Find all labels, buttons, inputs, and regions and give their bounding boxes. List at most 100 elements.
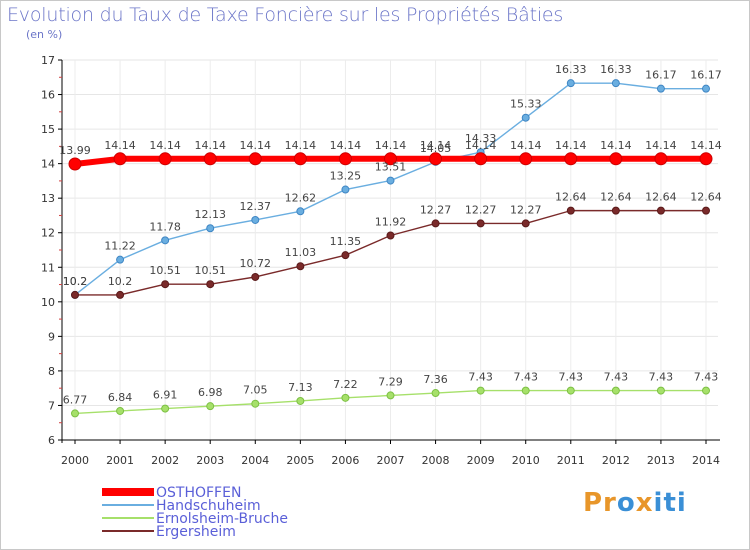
y-tick-label: 13 xyxy=(41,192,55,205)
chart-title: Evolution du Taux de Taxe Foncière sur l… xyxy=(7,4,564,26)
data-label: 11.22 xyxy=(104,240,136,253)
data-label: 7.43 xyxy=(513,371,538,384)
x-tick-label: 2005 xyxy=(286,454,314,467)
data-label: 7.29 xyxy=(378,375,403,388)
data-point xyxy=(293,152,307,166)
data-label: 12.27 xyxy=(510,203,542,216)
x-tick-label: 2011 xyxy=(557,454,585,467)
y-tick-label: 8 xyxy=(48,365,55,378)
data-point xyxy=(251,272,260,281)
data-point xyxy=(248,152,262,166)
y-tick-label: 12 xyxy=(41,227,55,240)
data-label: 7.43 xyxy=(694,371,719,384)
data-point xyxy=(702,386,710,395)
data-label: 12.37 xyxy=(240,200,272,213)
proxiti-logo: Proxiti xyxy=(583,488,687,518)
data-point xyxy=(386,176,395,185)
data-point xyxy=(566,206,575,215)
data-point xyxy=(654,152,668,166)
data-label: 14.14 xyxy=(465,139,497,152)
data-label: 14.14 xyxy=(375,139,407,152)
data-point xyxy=(564,152,578,166)
data-label: 14.14 xyxy=(555,139,587,152)
x-tick-label: 2004 xyxy=(241,454,269,467)
data-label: 11.92 xyxy=(375,215,407,228)
y-tick-label: 14 xyxy=(41,158,55,171)
legend-label-ergersheim: Ergersheim xyxy=(156,524,236,540)
data-point xyxy=(702,84,710,93)
data-point xyxy=(384,152,397,166)
data-label: 14.14 xyxy=(285,139,317,152)
data-point xyxy=(116,290,125,299)
data-point xyxy=(113,152,127,166)
data-point xyxy=(474,152,488,166)
data-label: 7.43 xyxy=(468,371,493,384)
y-tick-label: 7 xyxy=(48,399,55,412)
data-point xyxy=(161,280,170,289)
data-point xyxy=(206,402,215,411)
data-label: 14.14 xyxy=(510,139,542,152)
legend-label-handschuheim: Handschuheim xyxy=(156,498,261,514)
data-label: 11.03 xyxy=(285,246,317,259)
data-point xyxy=(386,231,395,240)
data-point xyxy=(656,386,665,395)
data-label: 10.51 xyxy=(149,264,181,277)
data-label: 14.14 xyxy=(600,139,632,152)
x-tick-label: 2001 xyxy=(106,454,134,467)
data-label: 10.2 xyxy=(63,275,88,288)
y-tick-label: 17 xyxy=(41,54,55,67)
data-point xyxy=(699,152,713,166)
x-tick-label: 2013 xyxy=(647,454,675,467)
y-tick-label: 11 xyxy=(41,261,55,274)
data-label: 16.17 xyxy=(690,69,722,82)
data-label: 10.51 xyxy=(194,264,226,277)
data-label: 12.27 xyxy=(465,203,497,216)
x-tick-label: 2010 xyxy=(512,454,540,467)
data-label: 13.51 xyxy=(375,161,407,174)
y-tick-label: 10 xyxy=(41,296,55,309)
data-label: 13.99 xyxy=(59,144,91,157)
data-label: 7.05 xyxy=(243,384,268,397)
data-label: 14.14 xyxy=(330,139,362,152)
data-label: 12.64 xyxy=(555,191,587,204)
data-label: 6.91 xyxy=(153,389,178,402)
data-point xyxy=(71,290,79,299)
data-label: 14.05 xyxy=(420,142,452,155)
data-label: 12.64 xyxy=(600,191,632,204)
data-point xyxy=(566,79,575,88)
data-label: 14.14 xyxy=(149,139,181,152)
data-point xyxy=(296,396,305,405)
unit-label: (en %) xyxy=(26,28,63,41)
data-label: 14.14 xyxy=(645,139,677,152)
data-label: 7.22 xyxy=(333,378,358,391)
data-label: 12.62 xyxy=(285,191,317,204)
data-point xyxy=(116,406,125,415)
data-point xyxy=(521,113,530,122)
x-tick-label: 2007 xyxy=(377,454,405,467)
data-label: 16.33 xyxy=(600,63,632,76)
data-label: 7.43 xyxy=(604,371,629,384)
data-point xyxy=(519,152,533,166)
data-point xyxy=(611,79,620,88)
x-tick-label: 2009 xyxy=(467,454,495,467)
data-point xyxy=(116,255,125,264)
y-tick-label: 15 xyxy=(41,123,55,136)
x-tick-label: 2012 xyxy=(602,454,630,467)
data-point xyxy=(341,393,350,402)
y-tick-label: 6 xyxy=(48,434,55,447)
data-label: 12.27 xyxy=(420,203,452,216)
data-point xyxy=(429,152,443,166)
data-point xyxy=(206,280,215,289)
x-tick-label: 2003 xyxy=(196,454,224,467)
data-label: 6.77 xyxy=(63,393,88,406)
data-label: 14.14 xyxy=(240,139,272,152)
x-tick-label: 2006 xyxy=(331,454,359,467)
data-label: 12.64 xyxy=(690,191,722,204)
data-point xyxy=(203,152,217,166)
legend-swatch-osthoffen xyxy=(102,488,154,496)
y-tick-label: 16 xyxy=(41,89,55,102)
data-point xyxy=(296,262,305,271)
legend-label-ernolsheim-bruche: Ernolsheim-Bruche xyxy=(156,511,288,527)
y-tick-label: 9 xyxy=(48,330,55,343)
